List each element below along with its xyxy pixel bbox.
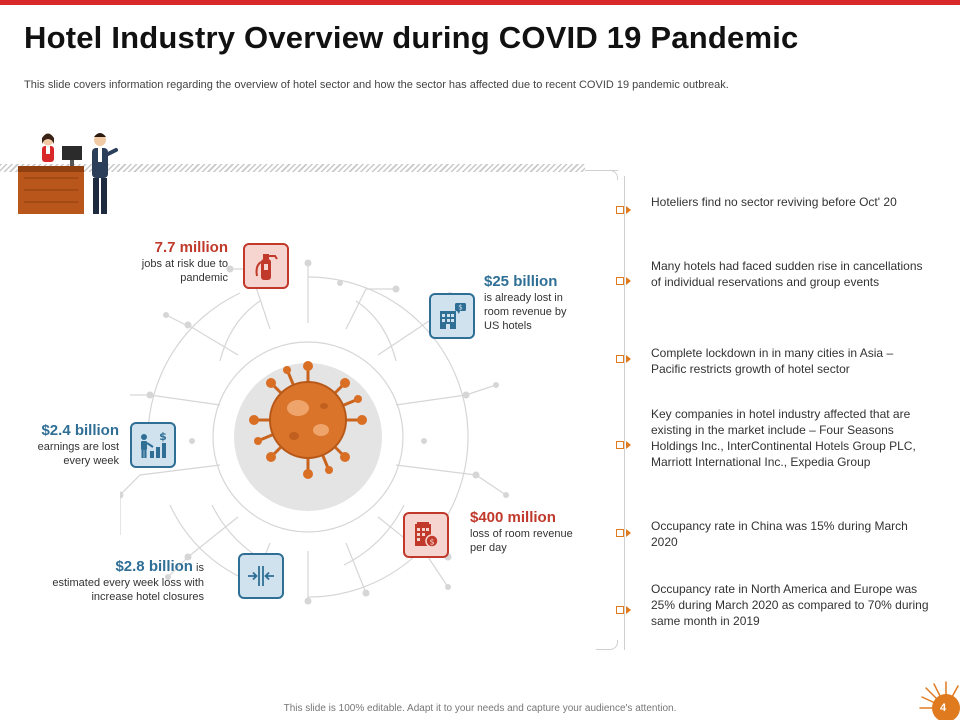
stat-jobs-at-risk: 7.7 million jobs at risk due to pandemic (110, 239, 228, 285)
bullet-marker-icon (616, 528, 632, 540)
point-item: Hoteliers find no sector reviving before… (651, 195, 897, 209)
stat-description: earnings are lost every week (37, 441, 119, 467)
circuit-network-graphic (120, 259, 509, 605)
stat-value: 7.7 million (154, 239, 228, 256)
stat-weekly-earnings-lost: $2.4 billion earnings are lost every wee… (10, 422, 119, 468)
slide-subtitle: This slide covers information regarding … (24, 79, 729, 91)
stat-daily-revenue-loss: $400 million loss of room revenue per da… (470, 509, 585, 555)
stat-description: loss of room revenue per day (470, 528, 573, 554)
stat-value: $2.8 billion (115, 558, 193, 575)
stat-value: $2.4 billion (41, 422, 119, 439)
hatched-divider (0, 164, 585, 172)
svg-text:$: $ (458, 304, 462, 312)
point-item: Key companies in hotel industry affected… (651, 407, 916, 469)
stat-description: is already lost in room revenue by US ho… (484, 292, 567, 332)
page-number: 4 (940, 702, 947, 714)
timeline-line (624, 176, 625, 650)
compress-arrows-icon (248, 566, 274, 586)
point-item: Complete lockdown in in many cities in A… (651, 346, 894, 376)
bullet-marker-icon (616, 276, 632, 288)
bullet-marker-icon (616, 605, 632, 617)
stat-icon-box-hotel-closures (238, 553, 284, 599)
svg-text:$: $ (429, 538, 434, 547)
point-item: Many hotels had faced sudden rise in can… (651, 259, 923, 289)
stat-description: jobs at risk due to pandemic (141, 258, 228, 284)
point-item: Occupancy rate in China was 15% during M… (651, 519, 908, 549)
top-accent-bar (0, 0, 960, 5)
bullet-marker-icon (616, 354, 632, 366)
coronavirus-icon (249, 361, 367, 479)
bullet-marker-icon (616, 205, 632, 217)
stat-icon-box-jobs (243, 243, 289, 289)
footer-note: This slide is 100% editable. Adapt it to… (283, 703, 677, 714)
fire-extinguisher-icon (255, 254, 278, 280)
slide-title: Hotel Industry Overview during COVID 19 … (24, 20, 799, 55)
stat-room-revenue-lost: $25 billion is already lost in room reve… (484, 273, 584, 333)
stat-value: $400 million (470, 509, 556, 526)
stat-icon-box-weekly-earnings: $ (130, 422, 176, 468)
page-number-badge-icon (919, 681, 960, 720)
hotel-building-icon: $ (440, 303, 466, 329)
stat-value-suffix: is (196, 562, 204, 574)
bullet-marker-icon (616, 440, 632, 452)
hotel-reception-illustration (18, 133, 118, 214)
stat-weekly-closure-loss: $2.8 billion is estimated every week los… (30, 558, 204, 604)
svg-text:$: $ (159, 430, 167, 443)
timeline-bracket-top (596, 170, 618, 180)
hotel-revenue-icon: $ (415, 522, 439, 548)
stat-icon-box-room-revenue: $ (429, 293, 475, 339)
point-item: Occupancy rate in North America and Euro… (651, 582, 929, 628)
stat-value: $25 billion (484, 273, 558, 290)
timeline-bracket-bottom (596, 640, 618, 650)
money-loss-icon: $ (141, 430, 167, 458)
stat-icon-box-daily-loss: $ (403, 512, 449, 558)
stat-description: estimated every week loss with increase … (52, 577, 204, 603)
